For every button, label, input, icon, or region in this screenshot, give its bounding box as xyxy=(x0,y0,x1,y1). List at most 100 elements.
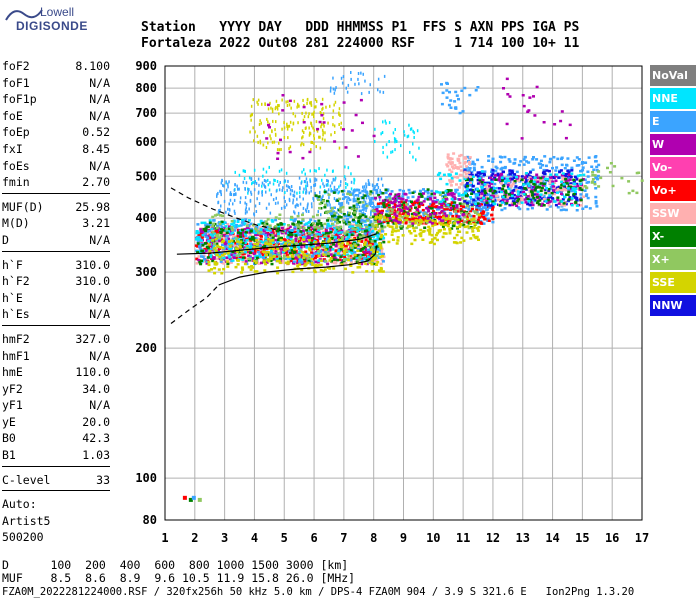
echo-point xyxy=(313,220,317,223)
echo-point xyxy=(430,203,434,207)
echo-point xyxy=(494,165,498,169)
echo-point xyxy=(547,196,551,200)
echo-point xyxy=(308,210,310,213)
echo-point xyxy=(316,244,320,247)
echo-point xyxy=(559,190,563,194)
echo-point xyxy=(221,229,225,232)
echo-point xyxy=(268,224,272,227)
echo-point xyxy=(324,173,326,177)
echo-point xyxy=(337,235,341,239)
echo-point xyxy=(460,194,464,197)
echo-point xyxy=(390,219,394,222)
echo-point xyxy=(361,253,365,257)
echo-point xyxy=(468,167,472,170)
echo-point xyxy=(417,212,421,215)
echo-point xyxy=(572,192,576,196)
echo-point xyxy=(196,251,200,254)
echo-point xyxy=(367,241,371,245)
echo-point xyxy=(356,230,360,233)
echo-point xyxy=(284,200,286,203)
echo-point xyxy=(336,220,340,223)
echo-point xyxy=(259,227,263,231)
echo-point xyxy=(195,249,199,253)
echo-point xyxy=(465,201,469,205)
echo-point xyxy=(475,221,479,224)
echo-point xyxy=(271,140,274,144)
echo-point xyxy=(349,264,353,267)
echo-point xyxy=(276,271,280,275)
echo-point xyxy=(372,225,376,228)
echo-point xyxy=(501,187,505,190)
echo-point xyxy=(336,218,340,221)
echo-point xyxy=(397,196,401,200)
echo-point xyxy=(526,202,530,206)
echo-point xyxy=(444,218,448,221)
echo-point xyxy=(514,197,518,200)
echo-point xyxy=(253,242,257,246)
echo-point xyxy=(227,185,229,189)
echo-point xyxy=(247,187,249,191)
echo-point xyxy=(228,240,231,243)
polarization-legend: NoVal NNE E W Vo- Vo+ SSW X- X+ SSE NNW xyxy=(650,65,696,318)
echo-point xyxy=(549,187,553,191)
echo-point xyxy=(434,233,438,237)
echo-point xyxy=(273,238,277,242)
echo-point xyxy=(450,177,454,180)
echo-point xyxy=(430,192,434,196)
echo-point xyxy=(206,236,210,240)
echo-point xyxy=(315,262,318,265)
echo-point xyxy=(508,173,512,176)
echo-point xyxy=(257,237,261,240)
echo-point xyxy=(258,244,262,247)
echo-point xyxy=(370,213,372,216)
echo-point xyxy=(322,122,325,126)
echo-point xyxy=(298,191,301,195)
echo-point xyxy=(215,257,219,260)
echo-point xyxy=(284,242,288,245)
echo-point xyxy=(408,220,412,224)
echo-point xyxy=(371,235,375,238)
echo-point xyxy=(551,197,554,200)
echo-point xyxy=(497,174,501,177)
echo-point xyxy=(216,194,218,198)
echo-point xyxy=(279,238,283,242)
echo-point xyxy=(446,217,450,220)
echo-point xyxy=(322,241,326,244)
echo-point xyxy=(398,221,402,224)
echo-point xyxy=(220,190,222,194)
echo-point xyxy=(433,205,436,208)
echo-point xyxy=(270,193,272,197)
echo-point xyxy=(328,224,332,228)
echo-point xyxy=(505,199,509,203)
echo-point xyxy=(323,190,327,194)
echo-point xyxy=(376,238,380,241)
echo-point xyxy=(197,255,201,258)
echo-point xyxy=(570,204,574,207)
echo-point xyxy=(326,210,330,213)
echo-point xyxy=(311,215,315,218)
echo-point xyxy=(241,242,245,245)
echo-point xyxy=(299,221,303,225)
echo-point xyxy=(288,243,291,246)
echo-point xyxy=(474,202,477,206)
echo-point xyxy=(472,166,476,170)
echo-point xyxy=(324,228,328,231)
echo-point xyxy=(393,203,397,207)
echo-point xyxy=(309,132,312,136)
echo-point xyxy=(377,212,381,216)
echo-point xyxy=(437,207,441,211)
echo-point xyxy=(301,236,305,239)
echo-point xyxy=(220,181,223,185)
echo-point xyxy=(407,208,411,211)
echo-point xyxy=(579,193,583,196)
echo-point xyxy=(306,206,309,210)
echo-point xyxy=(426,217,430,220)
x-tick-label: 14 xyxy=(545,531,559,545)
echo-point xyxy=(486,204,490,207)
echo-point xyxy=(567,173,571,176)
echo-point xyxy=(314,260,318,263)
echo-point xyxy=(595,205,599,208)
x-tick-label: 17 xyxy=(635,531,649,545)
echo-point xyxy=(312,224,316,227)
echo-point xyxy=(292,251,296,254)
